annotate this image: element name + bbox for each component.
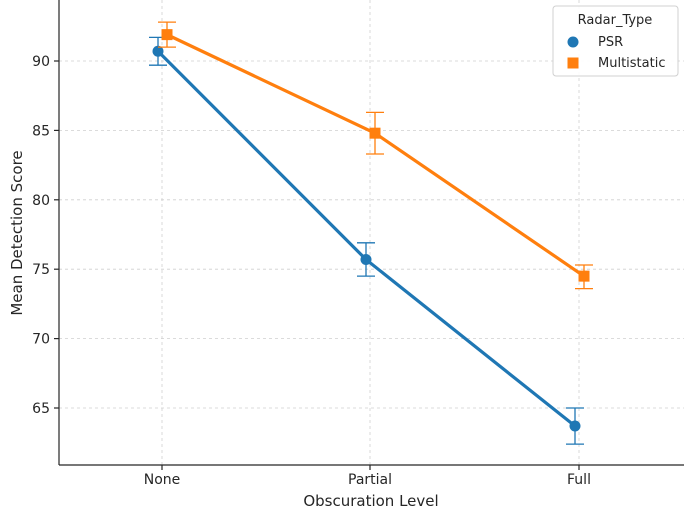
x-tick-label-none: None bbox=[144, 472, 181, 488]
legend-label-psr: PSR bbox=[598, 35, 623, 50]
point-psr-partial bbox=[360, 253, 372, 265]
point-psr-full bbox=[569, 420, 581, 432]
legend-marker-multistatic bbox=[567, 57, 579, 69]
point-multistatic-none bbox=[161, 29, 173, 41]
legend-box bbox=[552, 5, 679, 77]
x-axis-title: Obscuration Level bbox=[303, 492, 438, 510]
x-tick-label-partial: Partial bbox=[348, 472, 392, 488]
point-multistatic-partial bbox=[369, 127, 381, 139]
point-multistatic-full bbox=[578, 270, 590, 282]
y-tick-label-65: 65 bbox=[32, 401, 50, 417]
series-layer bbox=[149, 21, 593, 445]
y-axis-title: Mean Detection Score bbox=[8, 150, 26, 315]
legend-marker-psr bbox=[567, 36, 579, 48]
y-tick-label-70: 70 bbox=[32, 332, 50, 348]
y-tick-label-90: 90 bbox=[32, 54, 50, 70]
series-line-psr bbox=[156, 49, 577, 428]
point-psr-none bbox=[152, 45, 164, 57]
series-line-multistatic bbox=[165, 33, 586, 278]
legend: Radar_Type PSR Multistatic bbox=[552, 5, 679, 77]
legend-title: Radar_Type bbox=[578, 13, 653, 28]
y-tick-label-80: 80 bbox=[32, 193, 50, 209]
y-tick-label-75: 75 bbox=[32, 262, 50, 278]
y-tick-label-85: 85 bbox=[32, 123, 50, 139]
legend-label-multistatic: Multistatic bbox=[598, 56, 665, 71]
axes: 65 70 75 80 85 90 None Partial Full bbox=[32, 0, 684, 488]
x-tick-label-full: Full bbox=[567, 472, 591, 488]
